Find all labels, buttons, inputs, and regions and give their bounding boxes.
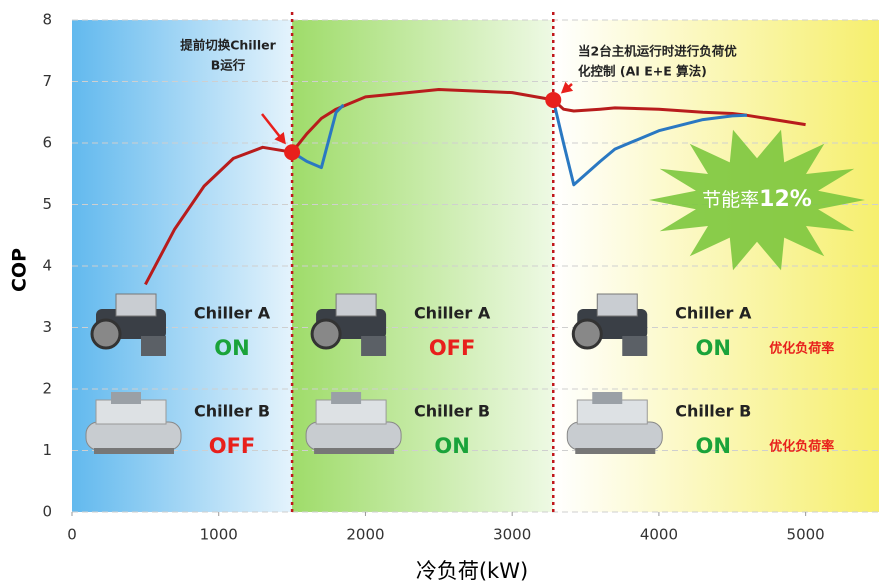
chiller-status: ON	[696, 336, 731, 360]
icon-part	[115, 293, 157, 317]
icon-part	[335, 293, 377, 317]
y-tick-label: 4	[42, 257, 52, 275]
badge-shape	[649, 129, 865, 271]
badge-value: 12%	[759, 187, 812, 212]
annotation-text: 化控制 (AI E+E 算法)	[578, 64, 707, 79]
icon-part	[314, 448, 395, 454]
chiller-status: ON	[696, 434, 731, 458]
chiller-icon	[85, 392, 182, 454]
x-tick-label: 2000	[346, 526, 384, 544]
icon-part	[571, 318, 603, 350]
y-tick-label: 8	[42, 11, 52, 29]
x-tick-label: 5000	[787, 526, 825, 544]
y-tick-label: 1	[42, 441, 52, 459]
annotation-text: B运行	[211, 58, 246, 73]
chiller-name: Chiller A	[414, 304, 491, 323]
icon-part	[90, 318, 122, 350]
x-tick-label: 3000	[493, 526, 531, 544]
chiller-status: OFF	[429, 336, 476, 360]
chiller-name: Chiller B	[675, 402, 751, 421]
icon-part	[331, 392, 362, 404]
series-line	[144, 88, 806, 286]
y-tick-label: 0	[42, 503, 52, 521]
icon-part	[85, 421, 182, 451]
chiller-icon	[310, 293, 387, 356]
chiller-status: ON	[214, 336, 249, 360]
chiller-note: 优化负荷率	[769, 341, 834, 357]
badge-label: 节能率12%	[702, 187, 812, 212]
icon-part	[310, 318, 342, 350]
annotation-text: 当2台主机运行时进行负荷优	[578, 44, 737, 59]
highlight-point	[284, 144, 301, 161]
icon-part	[575, 448, 656, 454]
highlight-point	[545, 91, 562, 108]
icon-part	[111, 392, 141, 404]
icon-part	[94, 448, 174, 454]
icon-part	[305, 421, 402, 451]
annotation-text: 提前切换Chiller	[180, 38, 276, 53]
y-axis-title: COP	[9, 248, 31, 292]
chiller-icon	[90, 293, 166, 356]
x-tick-label: 4000	[640, 526, 678, 544]
y-tick-label: 2	[42, 380, 52, 398]
chiller-icon	[305, 392, 402, 454]
chiller-name: Chiller A	[194, 304, 271, 323]
chiller-name: Chiller B	[194, 402, 270, 421]
icon-part	[361, 336, 387, 356]
chiller-icon	[566, 392, 663, 454]
icon-part	[596, 293, 638, 317]
chiller-icon	[571, 293, 648, 356]
x-tick-label: 1000	[200, 526, 238, 544]
badge-text: 节能率	[702, 189, 759, 211]
chiller-status: OFF	[209, 434, 256, 458]
chiller-note: 优化负荷率	[769, 439, 834, 455]
arrow-head	[274, 132, 286, 145]
y-tick-label: 6	[42, 134, 52, 152]
x-tick-label: 0	[67, 526, 77, 544]
y-tick-label: 5	[42, 195, 52, 213]
icon-part	[592, 392, 623, 404]
arrow-head	[560, 81, 574, 94]
series-line	[291, 99, 747, 187]
chiller-name: Chiller B	[414, 402, 490, 421]
chiller-status: ON	[434, 434, 469, 458]
annotation-arrow	[261, 113, 284, 141]
icon-part	[566, 421, 663, 451]
chiller-name: Chiller A	[675, 304, 752, 323]
y-tick-label: 3	[42, 318, 52, 336]
y-tick-label: 7	[42, 72, 52, 90]
icon-part	[622, 336, 648, 356]
x-axis-title: 冷负荷(kW)	[416, 559, 528, 583]
icon-part	[141, 336, 166, 356]
